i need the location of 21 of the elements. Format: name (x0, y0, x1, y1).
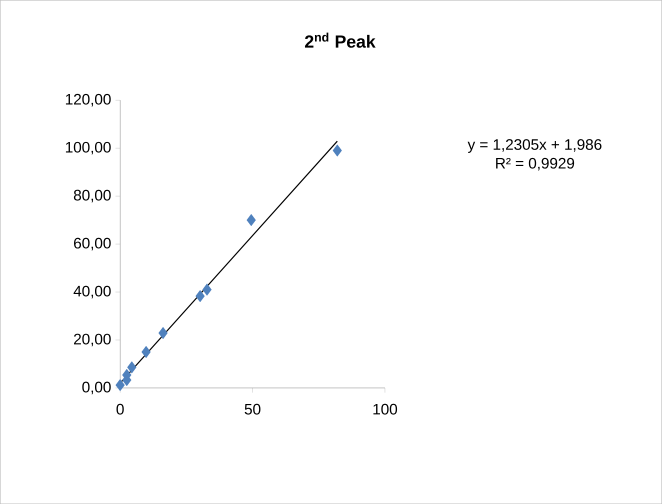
text: y = 1,2305x + 1,986 (468, 139, 602, 153)
point (202, 283, 212, 296)
y-tick-label: 0,00 (82, 382, 111, 394)
chart-title: 2$^{nd}$ Peak (304, 32, 376, 48)
y-tick-label: 100,00 (66, 142, 111, 154)
point (141, 346, 151, 358)
y-tick-label: 20,00 (74, 334, 111, 346)
point (195, 290, 205, 302)
point (116, 378, 125, 392)
x-tick-label: 100 (373, 404, 398, 415)
point (127, 361, 136, 374)
text: R² = 0,9929 (496, 158, 574, 170)
y-tick-label: 80,00 (74, 190, 111, 202)
x-tick-label: 0 (116, 404, 124, 415)
point (246, 214, 256, 226)
point (332, 144, 342, 157)
y-tick-label: 60,00 (74, 238, 111, 250)
x-tick-label: 50 (244, 404, 260, 415)
y-tick-label: 40,00 (74, 286, 111, 298)
point (158, 326, 168, 340)
y-tick-label: 120,00 (66, 94, 111, 106)
